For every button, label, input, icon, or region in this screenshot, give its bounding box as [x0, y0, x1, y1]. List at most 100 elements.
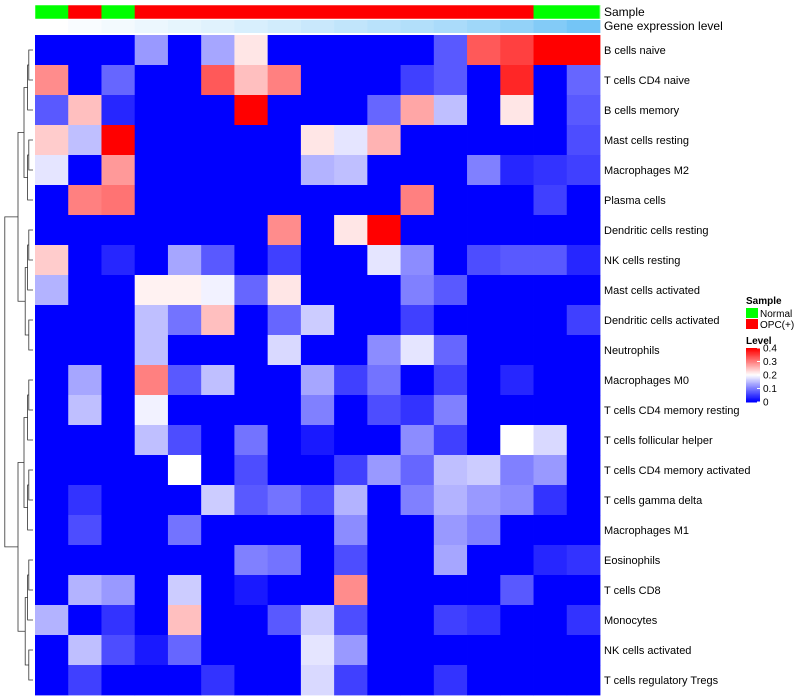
heatmap-cell	[167, 215, 202, 246]
heatmap-cell	[566, 155, 601, 186]
heatmap-cell	[367, 95, 401, 126]
heatmap-cell	[334, 395, 368, 426]
heatmap-cell	[533, 65, 568, 96]
heatmap-cell	[201, 575, 235, 606]
heatmap-cell	[267, 215, 302, 246]
heatmap-cell	[101, 485, 136, 516]
heatmap-cell	[400, 35, 435, 66]
heatmap-cell	[267, 455, 302, 486]
heatmap-cell	[201, 65, 235, 96]
legend-label-normal: Normal	[760, 309, 792, 320]
heatmap-cell	[68, 305, 102, 336]
heatmap-cell	[201, 275, 235, 306]
heatmap-cell	[101, 65, 136, 96]
heatmap-cell	[234, 365, 269, 396]
heatmap-cell	[400, 155, 435, 186]
heatmap-cell	[433, 455, 468, 486]
row-label: T cells regulatory Tregs	[604, 675, 719, 687]
row-label: Neutrophils	[604, 345, 660, 357]
heatmap-cell	[300, 575, 335, 606]
colorbar-segment	[746, 383, 760, 385]
sample-annotation-cell	[134, 5, 169, 19]
heatmap-cell	[101, 275, 136, 306]
heatmap-cell	[234, 635, 269, 666]
heatmap-cell	[68, 635, 102, 666]
expression-annotation-cell	[400, 20, 435, 33]
colorbar-segment	[746, 381, 760, 384]
heatmap-cell	[467, 35, 501, 66]
heatmap-cell	[68, 65, 102, 96]
heatmap-cell	[566, 185, 601, 216]
heatmap-cell	[167, 635, 202, 666]
row-label: Mast cells resting	[604, 135, 689, 147]
sample-annotation-cell	[267, 5, 302, 19]
heatmap-cell	[35, 35, 69, 66]
sample-track-frame	[34, 4, 601, 20]
colorbar-segment	[746, 385, 760, 388]
heatmap-cell	[566, 635, 601, 666]
heatmap-cell	[234, 605, 269, 636]
heatmap-cell	[433, 365, 468, 396]
colorbar-segment	[746, 373, 760, 376]
heatmap-cell	[167, 395, 202, 426]
heatmap-cell	[367, 275, 401, 306]
heatmap-cell	[134, 545, 169, 576]
heatmap-cell	[35, 125, 69, 156]
sample-annotation-cell	[400, 5, 435, 19]
heatmap-cell	[367, 635, 401, 666]
heatmap-cell	[201, 185, 235, 216]
heatmap-cell	[533, 185, 568, 216]
heatmap-cell	[300, 455, 335, 486]
heatmap-cell	[467, 365, 501, 396]
heatmap-cell	[201, 35, 235, 66]
colorbar-segment	[746, 352, 760, 354]
heatmap-cell	[35, 425, 69, 456]
heatmap-cell	[134, 485, 169, 516]
heatmap-cell	[267, 635, 302, 666]
heatmap-cell	[167, 275, 202, 306]
heatmap-cell	[334, 425, 368, 456]
colorbar-segment	[746, 364, 760, 367]
heatmap-cell	[300, 365, 335, 396]
heatmap-cell	[35, 215, 69, 246]
heatmap-cell	[300, 395, 335, 426]
row-label: T cells follicular helper	[604, 435, 713, 447]
heatmap-cell	[367, 365, 401, 396]
heatmap-cell	[400, 455, 435, 486]
heatmap-cell	[167, 185, 202, 216]
heatmap-cell	[467, 665, 501, 696]
heatmap-cell	[134, 185, 169, 216]
heatmap-cell	[433, 485, 468, 516]
heatmap-cell	[467, 185, 501, 216]
colorbar-segment	[746, 391, 760, 394]
heatmap-cell	[234, 545, 269, 576]
dendrogram-branch	[24, 597, 29, 666]
heatmap-cell	[433, 425, 468, 456]
heatmap-cell	[267, 335, 302, 366]
legend-label-opc: OPC(+)	[760, 320, 794, 331]
heatmap-cell	[533, 665, 568, 696]
heatmap-cell	[167, 305, 202, 336]
heatmap-cell	[533, 35, 568, 66]
colorbar-tick-label: 0.2	[763, 371, 777, 382]
heatmap-cell	[467, 245, 501, 276]
heatmap-cell	[201, 455, 235, 486]
heatmap-cells	[35, 35, 601, 696]
heatmap-cell	[101, 185, 136, 216]
colorbar-segment	[746, 360, 760, 362]
colorbar-tick-label: 0.3	[763, 357, 777, 368]
heatmap-cell	[334, 665, 368, 696]
heatmap-cell	[300, 335, 335, 366]
heatmap-cell	[234, 665, 269, 696]
heatmap-cell	[167, 95, 202, 126]
heatmap-cell	[334, 455, 368, 486]
heatmap-cell	[467, 545, 501, 576]
heatmap-cell	[234, 455, 269, 486]
sample-annotation-cell	[68, 5, 102, 19]
heatmap-cell	[533, 275, 568, 306]
heatmap-cell	[533, 215, 568, 246]
dendrogram-branch	[24, 267, 29, 336]
heatmap-cell	[367, 515, 401, 546]
dendrogram-branch	[28, 49, 33, 81]
heatmap-cell	[201, 335, 235, 366]
